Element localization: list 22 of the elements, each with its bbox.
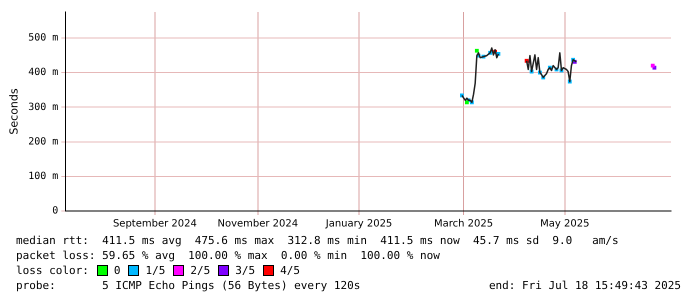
x-tick-label: November 2024 xyxy=(217,218,298,230)
y-tick-label: 200 m xyxy=(28,136,58,148)
x-tick-label: January 2025 xyxy=(324,218,392,230)
y-tick-label: 0 xyxy=(52,206,58,217)
y-axis-title: Seconds xyxy=(7,88,20,135)
y-tick-label: 100 m xyxy=(28,170,58,182)
legend-label: 1/5 xyxy=(145,263,166,278)
legend-label: 4/5 xyxy=(280,263,300,278)
legend-label: 3/5 xyxy=(235,263,256,278)
x-tick-label: May 2025 xyxy=(540,218,590,230)
text: packet loss: 59.65 % avg 100.00 % max 0.00 % min 100.00 % now xyxy=(15,248,441,263)
y-tick-label: 500 m xyxy=(28,32,58,44)
x-tick-label: September 2024 xyxy=(112,218,197,230)
x-tick-label: March 2025 xyxy=(434,218,494,230)
text: median rtt: 411.5 ms avg 475.6 ms max 312.8 ms min 411.5 ms now 45.7 ms sd 9.0 am/s xyxy=(15,233,620,248)
legend-label: 2/5 xyxy=(190,263,210,278)
legend-title: loss color: xyxy=(16,263,89,278)
text: probe: 5 ICMP Echo Pings (56 Bytes) every 120s xyxy=(15,278,360,293)
y-tick-label: 400 m xyxy=(28,67,58,78)
text: end: Fri Jul 18 15:49:43 2025 xyxy=(488,278,681,293)
legend-label: 0 xyxy=(114,263,120,278)
y-tick-label: 300 m xyxy=(28,102,58,113)
